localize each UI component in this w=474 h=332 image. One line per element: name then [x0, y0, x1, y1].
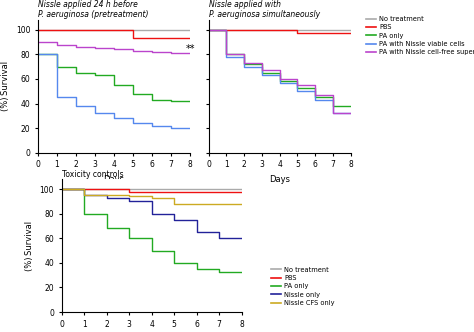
- Y-axis label: (%) Survival: (%) Survival: [1, 61, 10, 111]
- Text: Nissle applied 24 h before
P. aeruginosa (pretreatment): Nissle applied 24 h before P. aeruginosa…: [38, 0, 148, 19]
- Legend: No treatment, PBS, PA only, Nissle only, Nissle CFS only: No treatment, PBS, PA only, Nissle only,…: [269, 264, 337, 309]
- Y-axis label: (%) Survival: (%) Survival: [25, 221, 34, 271]
- Legend: No treatment, PBS, PA only, PA with Nissle viable cells, PA with Nissle cell-fre: No treatment, PBS, PA only, PA with Niss…: [364, 13, 474, 58]
- Text: Nissle applied with
P. aeruginosa simultaneously: Nissle applied with P. aeruginosa simult…: [209, 0, 319, 19]
- X-axis label: Days: Days: [103, 175, 124, 184]
- X-axis label: Days: Days: [269, 175, 290, 184]
- Text: Toxicity controls: Toxicity controls: [62, 170, 123, 179]
- Text: **: **: [186, 44, 195, 54]
